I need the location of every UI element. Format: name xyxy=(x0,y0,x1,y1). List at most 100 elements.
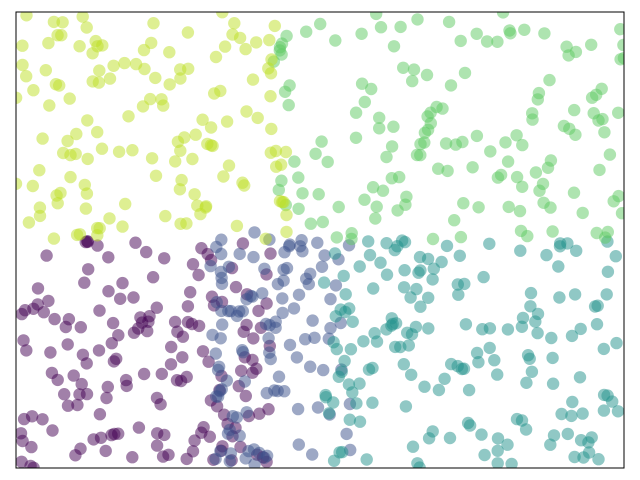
scatter-point xyxy=(27,302,40,315)
scatter-point xyxy=(318,249,331,262)
scatter-point xyxy=(510,170,524,184)
scatter-point xyxy=(343,413,356,426)
scatter-point xyxy=(491,432,505,445)
scatter-point xyxy=(248,458,261,468)
scatter-point xyxy=(174,63,187,76)
scatter-point xyxy=(173,183,187,196)
scatter-point xyxy=(324,321,337,335)
scatter-point xyxy=(206,328,219,342)
scatter-point xyxy=(570,244,583,257)
scatter-point xyxy=(317,276,331,289)
scatter-point xyxy=(191,199,204,212)
scatter-point xyxy=(37,306,50,319)
scatter-point xyxy=(260,297,273,310)
scatter-point xyxy=(107,355,121,368)
scatter-point xyxy=(76,12,89,23)
scatter-point xyxy=(116,220,129,233)
scatter-point xyxy=(144,92,157,106)
scatter-point xyxy=(311,236,324,249)
scatter-point xyxy=(25,440,38,454)
scatter-point xyxy=(462,383,476,397)
scatter-point xyxy=(264,247,277,260)
scatter-point xyxy=(374,256,387,269)
scatter-point xyxy=(280,29,293,43)
scatter-point xyxy=(349,106,363,119)
scatter-point xyxy=(236,237,250,250)
scatter-point xyxy=(154,398,167,411)
scatter-point xyxy=(197,421,210,434)
scatter-point xyxy=(150,301,163,314)
scatter-point xyxy=(188,188,201,201)
scatter-point xyxy=(480,35,494,48)
scatter-point xyxy=(397,281,411,294)
scatter-point xyxy=(373,122,386,135)
scatter-point xyxy=(176,351,189,364)
scatter-point xyxy=(122,110,135,123)
scatter-point xyxy=(529,166,543,179)
scatter-point xyxy=(585,38,598,51)
scatter-point xyxy=(515,320,529,333)
scatter-point xyxy=(211,390,225,403)
scatter-point xyxy=(292,202,305,215)
scatter-point xyxy=(555,407,568,421)
scatter-point xyxy=(163,46,176,59)
scatter-point xyxy=(70,127,83,141)
scatter-point xyxy=(175,173,188,187)
scatter-point xyxy=(264,90,277,103)
scatter-point xyxy=(363,248,377,262)
scatter-point xyxy=(263,33,276,47)
scatter-point xyxy=(355,77,369,90)
scatter-point xyxy=(280,225,293,239)
scatter-point xyxy=(324,292,337,306)
scatter-point xyxy=(259,232,272,245)
scatter-point xyxy=(346,386,359,399)
scatter-point xyxy=(93,304,106,317)
scatter-point xyxy=(138,62,151,76)
scatter-point xyxy=(439,137,453,150)
scatter-point xyxy=(350,397,363,410)
scatter-point xyxy=(418,380,431,393)
scatter-point xyxy=(568,288,582,301)
scatter-point xyxy=(306,448,319,461)
scatter-point xyxy=(102,285,115,298)
scatter-point xyxy=(236,344,249,357)
scatter-point xyxy=(435,255,448,269)
scatter-point xyxy=(119,197,132,211)
scatter-point xyxy=(247,332,260,345)
scatter-point xyxy=(54,186,67,200)
scatter-point xyxy=(16,58,29,72)
scatter-point xyxy=(576,206,589,220)
scatter-point xyxy=(259,317,273,331)
scatter-point xyxy=(73,228,87,241)
scatter-point xyxy=(262,332,275,345)
scatter-point xyxy=(510,412,524,426)
scatter-point xyxy=(16,39,29,52)
scatter-point xyxy=(457,197,470,210)
scatter-point xyxy=(387,120,400,133)
scatter-point xyxy=(601,389,614,402)
scatter-point xyxy=(426,232,440,246)
scatter-point xyxy=(276,292,289,305)
scatter-point xyxy=(330,342,343,356)
scatter-point xyxy=(514,244,527,257)
scatter-point xyxy=(260,449,274,462)
scatter-point xyxy=(233,429,246,442)
scatter-point xyxy=(174,144,187,157)
scatter-point xyxy=(568,103,581,117)
scatter-point xyxy=(25,410,39,423)
scatter-point xyxy=(603,148,617,161)
scatter-point xyxy=(273,194,287,208)
scatter-point xyxy=(220,374,233,387)
scatter-point xyxy=(304,217,317,230)
scatter-point xyxy=(452,288,465,301)
scatter-point xyxy=(353,415,367,428)
scatter-point xyxy=(292,438,305,451)
scatter-point xyxy=(491,368,504,381)
scatter-point xyxy=(233,305,246,318)
scatter-point xyxy=(365,82,378,96)
scatter-point xyxy=(230,219,244,233)
scatter-point xyxy=(47,232,61,245)
scatter-point xyxy=(287,302,301,315)
scatter-point xyxy=(332,200,345,214)
scatter-point xyxy=(126,451,139,464)
